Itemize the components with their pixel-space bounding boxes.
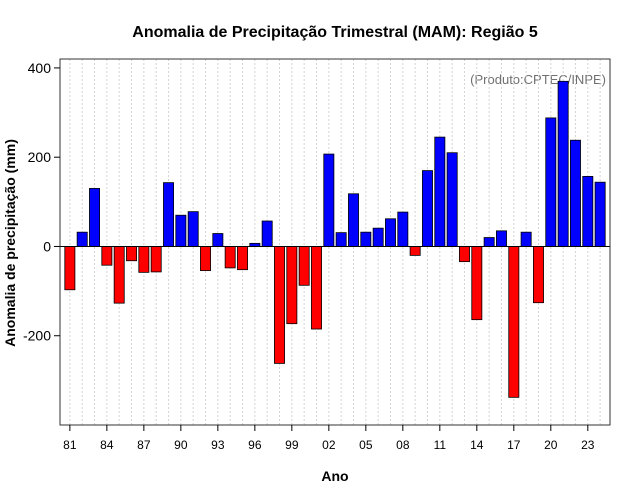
x-tick-label-2017: 17 <box>507 438 521 452</box>
bar-2017 <box>508 246 520 398</box>
bar-2012 <box>446 152 458 247</box>
bar-2021 <box>557 80 569 247</box>
bars <box>64 80 606 398</box>
y-tick-label-200: 200 <box>28 149 52 165</box>
y-tick-label-400: 400 <box>28 60 52 76</box>
bar-2002 <box>323 153 335 247</box>
x-tick-label-2002: 02 <box>322 438 336 452</box>
bar-2003 <box>335 232 347 247</box>
bar-2022 <box>570 139 581 247</box>
x-tick-label-2023: 23 <box>581 438 595 452</box>
bar-2015 <box>483 237 495 247</box>
y-tick-label-0: 0 <box>43 238 51 254</box>
bar-2020 <box>545 117 557 247</box>
x-tick-label-1999: 99 <box>285 438 299 452</box>
axes: 400 200 0 -200 81 84 87 90 93 96 99 02 05 08 11 14 17 20 2… <box>23 58 611 452</box>
bar-2001 <box>311 246 322 330</box>
x-tick-label-2005: 05 <box>359 438 373 452</box>
bar-2019 <box>533 246 544 304</box>
bar-2009 <box>409 246 421 256</box>
bar-2004 <box>348 193 359 247</box>
plot-frame <box>59 58 611 426</box>
bar-1985 <box>113 246 125 304</box>
bar-2016 <box>496 230 507 247</box>
x-tick-label-1993: 93 <box>211 438 225 452</box>
bar-2006 <box>372 227 384 247</box>
x-tick-label-1987: 87 <box>137 438 151 452</box>
x-tick-label-1984: 84 <box>100 438 114 452</box>
bar-2024 <box>594 181 606 247</box>
x-tick-label-2014: 14 <box>470 438 484 452</box>
bar-1995 <box>237 246 248 271</box>
x-tick-label-2008: 08 <box>396 438 410 452</box>
bar-1988 <box>150 246 162 273</box>
bar-2007 <box>385 218 396 247</box>
bar-2010 <box>422 170 433 247</box>
bar-1987 <box>138 246 150 273</box>
bar-2000 <box>298 246 310 286</box>
bar-1998 <box>274 246 285 364</box>
x-tick-label-1990: 90 <box>174 438 188 452</box>
bar-1981 <box>64 246 76 291</box>
bar-1989 <box>163 182 174 247</box>
bar-1984 <box>101 246 113 266</box>
y-tick-label--200: -200 <box>23 328 51 344</box>
bar-2013 <box>459 246 470 263</box>
bar-2005 <box>360 231 372 247</box>
bar-1992 <box>200 246 211 271</box>
bar-1993 <box>212 233 224 247</box>
y-axis-label: Anomalia de precipitação (mm) <box>2 139 18 347</box>
chart-title: Anomalia de Precipitação Trimestral (MAM… <box>132 24 538 41</box>
bar-1982 <box>76 231 88 247</box>
bar-2023 <box>582 175 594 247</box>
bar-1991 <box>187 211 199 247</box>
x-tick-label-1996: 96 <box>248 438 262 452</box>
bar-1983 <box>89 188 100 247</box>
bar-2014 <box>471 246 483 321</box>
bar-1994 <box>224 246 236 269</box>
bar-2018 <box>520 231 532 247</box>
bar-1990 <box>175 214 187 247</box>
x-tick-label-1981: 81 <box>63 438 77 452</box>
bar-1986 <box>126 246 137 262</box>
grid <box>69 59 601 425</box>
bar-1999 <box>286 246 298 325</box>
bar-2008 <box>397 211 409 247</box>
x-axis-label: Ano <box>321 468 348 484</box>
x-tick-label-2020: 20 <box>544 438 558 452</box>
x-tick-label-2011: 11 <box>434 438 447 452</box>
bar-1997 <box>261 220 273 247</box>
bar-2011 <box>434 136 446 247</box>
